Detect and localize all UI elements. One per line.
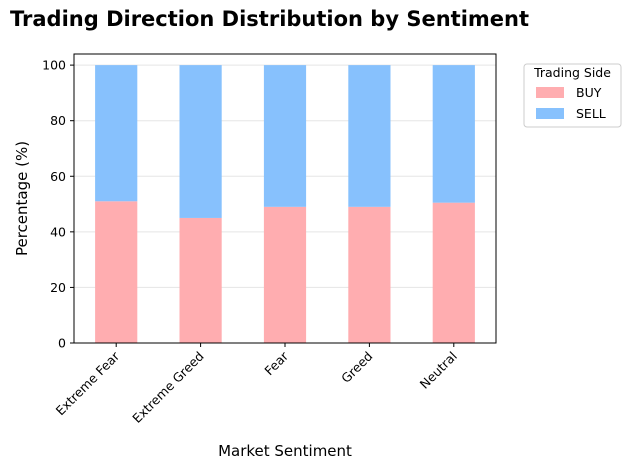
legend-label-sell: SELL: [576, 106, 606, 121]
legend-title: Trading Side: [533, 65, 611, 80]
y-tick-label: 40: [50, 224, 66, 239]
bar-sell: [179, 65, 222, 218]
x-tick-label: Neutral: [417, 349, 460, 392]
bar-buy: [179, 217, 222, 343]
bar-sell: [263, 65, 307, 207]
legend-label-buy: BUY: [576, 85, 602, 100]
bar-sell: [95, 65, 138, 202]
y-tick-label: 80: [50, 113, 66, 128]
bars: [95, 65, 475, 343]
x-tick-label: Greed: [338, 349, 375, 386]
x-axis-label: Market Sentiment: [218, 442, 352, 460]
x-tick-label: Extreme Fear: [53, 348, 123, 418]
bar-buy: [348, 206, 391, 343]
y-tick-label: 100: [42, 58, 66, 73]
y-tick-label: 20: [50, 280, 66, 295]
chart-title: Trading Direction Distribution by Sentim…: [10, 7, 529, 31]
x-axis: Extreme Fear Extreme Greed Fear Greed Neutra…: [53, 343, 460, 426]
legend: Trading Side BUY SELL: [523, 63, 622, 128]
bar-buy: [432, 202, 475, 343]
x-tick-label: Extreme Greed: [129, 349, 206, 426]
legend-items: BUY SELL: [536, 85, 606, 121]
y-axis: 0 20 40 60 80 100: [42, 58, 74, 351]
bar-sell: [348, 65, 391, 207]
bar-sell: [432, 65, 475, 203]
y-tick-label: 60: [50, 169, 66, 184]
legend-swatch-buy: [536, 87, 564, 98]
y-axis-label: Percentage (%): [13, 141, 31, 256]
x-tick-label: Fear: [261, 348, 291, 378]
bar-buy: [263, 206, 307, 343]
bar-buy: [95, 201, 138, 343]
legend-swatch-sell: [536, 108, 564, 119]
y-tick-label: 0: [58, 336, 66, 351]
